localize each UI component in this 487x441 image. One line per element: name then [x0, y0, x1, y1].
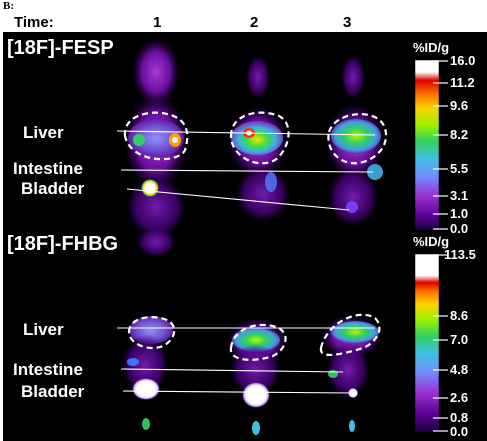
time-header-label: Time: [14, 14, 54, 31]
fesp-tick-2: 9.6 [450, 98, 468, 113]
fesp-tick-1: 11.2 [450, 75, 475, 90]
fhbg-unit: %ID/g [413, 234, 449, 249]
fhbg-mouse-1 [121, 316, 173, 430]
fhbg-tick-3: 4.8 [450, 362, 468, 377]
fhbg-tick-2: 7.0 [450, 332, 468, 347]
fesp-colorbar [414, 59, 448, 231]
fesp-label-intestine: Intestine [13, 159, 83, 178]
panel-letter: B: [3, 0, 14, 12]
fesp-label-bladder: Bladder [21, 179, 85, 198]
fhbg-tick-6: 0.0 [450, 424, 468, 439]
fesp-tracer-title: [18F]-FESP [7, 37, 114, 59]
fhbg-tick-5: 0.8 [450, 410, 468, 425]
fesp-label-liver: Liver [23, 123, 64, 142]
fhbg-tick-4: 2.6 [450, 390, 468, 405]
fesp-tick-3: 8.2 [450, 127, 468, 142]
fhbg-label-liver: Liver [23, 320, 64, 339]
fesp-liver-outlines [123, 111, 388, 165]
fesp-tick-0: 16.0 [450, 53, 475, 68]
fesp-mouse-2 [228, 55, 291, 222]
fhbg-label-bladder: Bladder [21, 382, 85, 401]
pet-image-area: [18F]-FESP Liver Intestine Bladder [18F]… [3, 32, 487, 441]
fhbg-tick-0: 113.5 [444, 247, 476, 262]
fesp-tick-7: 0.0 [450, 221, 468, 236]
fesp-mouse-1 [124, 38, 188, 257]
fesp-tick-4: 5.5 [450, 161, 468, 176]
fesp-tick-5: 3.1 [450, 188, 468, 203]
time-point-2: 2 [250, 14, 259, 31]
fhbg-mouse-2 [227, 318, 287, 435]
fesp-tick-6: 1.0 [450, 206, 468, 221]
fhbg-mouse-3 [321, 315, 381, 432]
fhbg-label-intestine: Intestine [13, 360, 83, 379]
fhbg-tracer-title: [18F]-FHBG [7, 233, 118, 255]
fhbg-tick-1: 8.6 [450, 308, 468, 323]
time-point-3: 3 [343, 14, 352, 31]
fhbg-pointer-lines [117, 327, 375, 394]
time-point-1: 1 [153, 14, 162, 31]
time-header: Time: 1 2 3 [0, 12, 487, 34]
fesp-unit: %ID/g [413, 40, 449, 55]
fesp-pointer-lines [116, 130, 376, 211]
fhbg-colorbar [414, 253, 448, 433]
fesp-mouse-3 [325, 55, 385, 227]
fhbg-liver-outlines [127, 313, 381, 361]
